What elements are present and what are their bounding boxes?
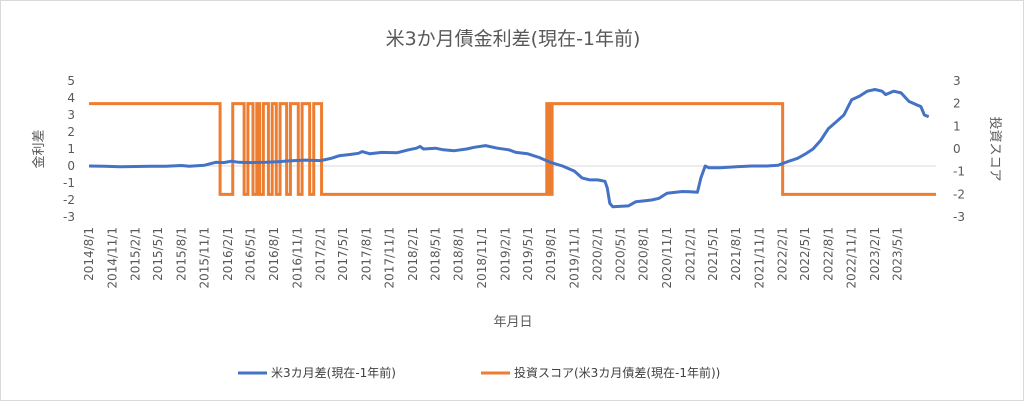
x-tick-label: 2023/5/1 bbox=[891, 227, 905, 281]
legend-label-blue: 米3カ月差(現在-1年前) bbox=[271, 365, 396, 380]
x-tick-label: 2019/5/1 bbox=[521, 227, 535, 281]
y-right-tick-label: 2 bbox=[953, 97, 961, 111]
x-tick-label: 2022/2/1 bbox=[776, 227, 790, 281]
series-line-investment-score bbox=[89, 102, 936, 196]
x-tick-label: 2014/8/1 bbox=[82, 227, 96, 281]
legend-label-orange: 投資スコア(米3カ月債差(現在-1年前)) bbox=[514, 365, 720, 380]
x-tick-label: 2016/11/1 bbox=[290, 227, 304, 289]
x-axis-title: 年月日 bbox=[493, 315, 532, 330]
y-axis-right-title: 投資スコア bbox=[987, 116, 1003, 181]
x-tick-label: 2016/2/1 bbox=[221, 227, 235, 281]
x-tick-label: 2021/8/1 bbox=[729, 227, 743, 281]
x-tick-label: 2018/5/1 bbox=[428, 227, 442, 281]
x-tick-label: 2019/8/1 bbox=[544, 227, 558, 281]
legend: 米3カ月差(現在-1年前) 投資スコア(米3カ月債差(現在-1年前)) bbox=[238, 365, 720, 380]
x-tick-label: 2021/11/1 bbox=[752, 227, 766, 289]
y-left-tick-label: 0 bbox=[67, 159, 75, 173]
y-right-tick-label: -2 bbox=[953, 187, 965, 201]
x-tick-label: 2022/11/1 bbox=[845, 227, 859, 289]
y-axis-left-title: 金利差 bbox=[31, 129, 47, 168]
x-tick-label: 2020/8/1 bbox=[637, 227, 651, 281]
x-tick-label: 2020/2/1 bbox=[591, 227, 605, 281]
x-tick-label: 2017/5/1 bbox=[336, 227, 350, 281]
x-tick-label: 2021/5/1 bbox=[706, 227, 720, 281]
y-right-tick-label: -3 bbox=[953, 210, 965, 224]
x-tick-label: 2015/8/1 bbox=[174, 227, 188, 281]
x-tick-label: 2019/11/1 bbox=[567, 227, 581, 289]
x-tick-label: 2017/8/1 bbox=[359, 227, 373, 281]
y-right-tick-label: 3 bbox=[953, 74, 961, 88]
x-tick-label: 2016/5/1 bbox=[244, 227, 258, 281]
x-tick-label: 2020/11/1 bbox=[660, 227, 674, 289]
x-tick-label: 2015/11/1 bbox=[198, 227, 212, 289]
x-tick-label: 2015/2/1 bbox=[129, 227, 143, 281]
y-left-tick-label: 2 bbox=[67, 125, 75, 139]
y-left-tick-label: 1 bbox=[67, 142, 75, 156]
x-tick-label: 2018/11/1 bbox=[475, 227, 489, 289]
y-left-tick-label: 3 bbox=[67, 108, 75, 122]
series-line-rate-diff bbox=[88, 88, 930, 209]
y-left-tick-label: 4 bbox=[67, 91, 75, 105]
y-right-tick-label: 1 bbox=[953, 119, 961, 133]
x-tick-label: 2017/2/1 bbox=[314, 227, 328, 281]
x-tick-label: 2015/5/1 bbox=[151, 227, 165, 281]
y-left-tick-label: -2 bbox=[63, 193, 75, 207]
x-axis: 2014/8/1 2014/11/1 2015/2/1 2015/5/1 2015/8/… bbox=[82, 227, 905, 289]
y-right-tick-label: -1 bbox=[953, 165, 965, 179]
x-tick-label: 2023/2/1 bbox=[868, 227, 882, 281]
y-right-tick-label: 0 bbox=[953, 142, 961, 156]
chart-title: 米3か月債金利差(現在-1年前) bbox=[386, 28, 641, 50]
y-axis-right: 3 2 1 0 -1 -2 -3 bbox=[953, 74, 965, 224]
x-tick-label: 2021/2/1 bbox=[683, 227, 697, 281]
x-tick-label: 2017/11/1 bbox=[383, 227, 397, 289]
x-tick-label: 2022/8/1 bbox=[821, 227, 835, 281]
plot-area bbox=[88, 88, 936, 209]
y-left-tick-label: -3 bbox=[63, 210, 75, 224]
x-tick-label: 2016/8/1 bbox=[267, 227, 281, 281]
y-axis-left: 5 4 3 2 1 0 -1 -2 -3 bbox=[63, 74, 75, 224]
x-tick-label: 2019/2/1 bbox=[498, 227, 512, 281]
x-tick-label: 2018/8/1 bbox=[452, 227, 466, 281]
x-tick-label: 2022/5/1 bbox=[798, 227, 812, 281]
y-left-tick-label: -1 bbox=[63, 176, 75, 190]
x-tick-label: 2014/11/1 bbox=[105, 227, 119, 289]
x-tick-label: 2018/2/1 bbox=[406, 227, 420, 281]
x-tick-label: 2020/5/1 bbox=[613, 227, 627, 281]
y-left-tick-label: 5 bbox=[67, 74, 75, 88]
